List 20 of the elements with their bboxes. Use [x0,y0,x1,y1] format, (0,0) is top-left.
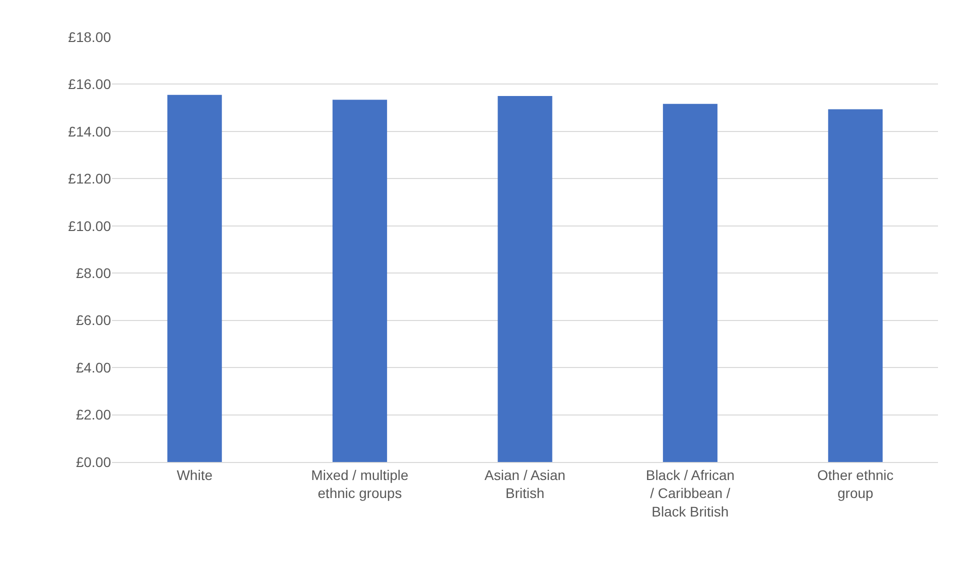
y-tick-label: £0.00 [76,454,112,470]
x-tick-label: Other ethnic group [817,466,894,502]
bar [332,100,388,462]
y-tick-label: £14.00 [68,123,112,140]
bar [828,109,883,462]
y-tick-label: £12.00 [68,170,112,187]
x-tick-label: Black / African / Caribbean / Black British [646,466,735,520]
bar [498,96,552,462]
x-tick-label: White [176,466,213,483]
y-tick-label: £18.00 [68,28,112,45]
bar [167,94,222,462]
y-tick-label: £4.00 [76,359,112,376]
x-tick-label: Asian / Asian British [484,466,566,502]
bar [662,104,718,462]
y-tick-label: £16.00 [68,76,112,92]
y-tick-label: £6.00 [76,312,112,328]
y-tick-label: £2.00 [76,406,112,423]
y-tick-label: £8.00 [76,265,112,282]
x-tick-label: Mixed / multiple ethnic groups [311,466,409,502]
y-tick-label: £10.00 [68,218,112,234]
